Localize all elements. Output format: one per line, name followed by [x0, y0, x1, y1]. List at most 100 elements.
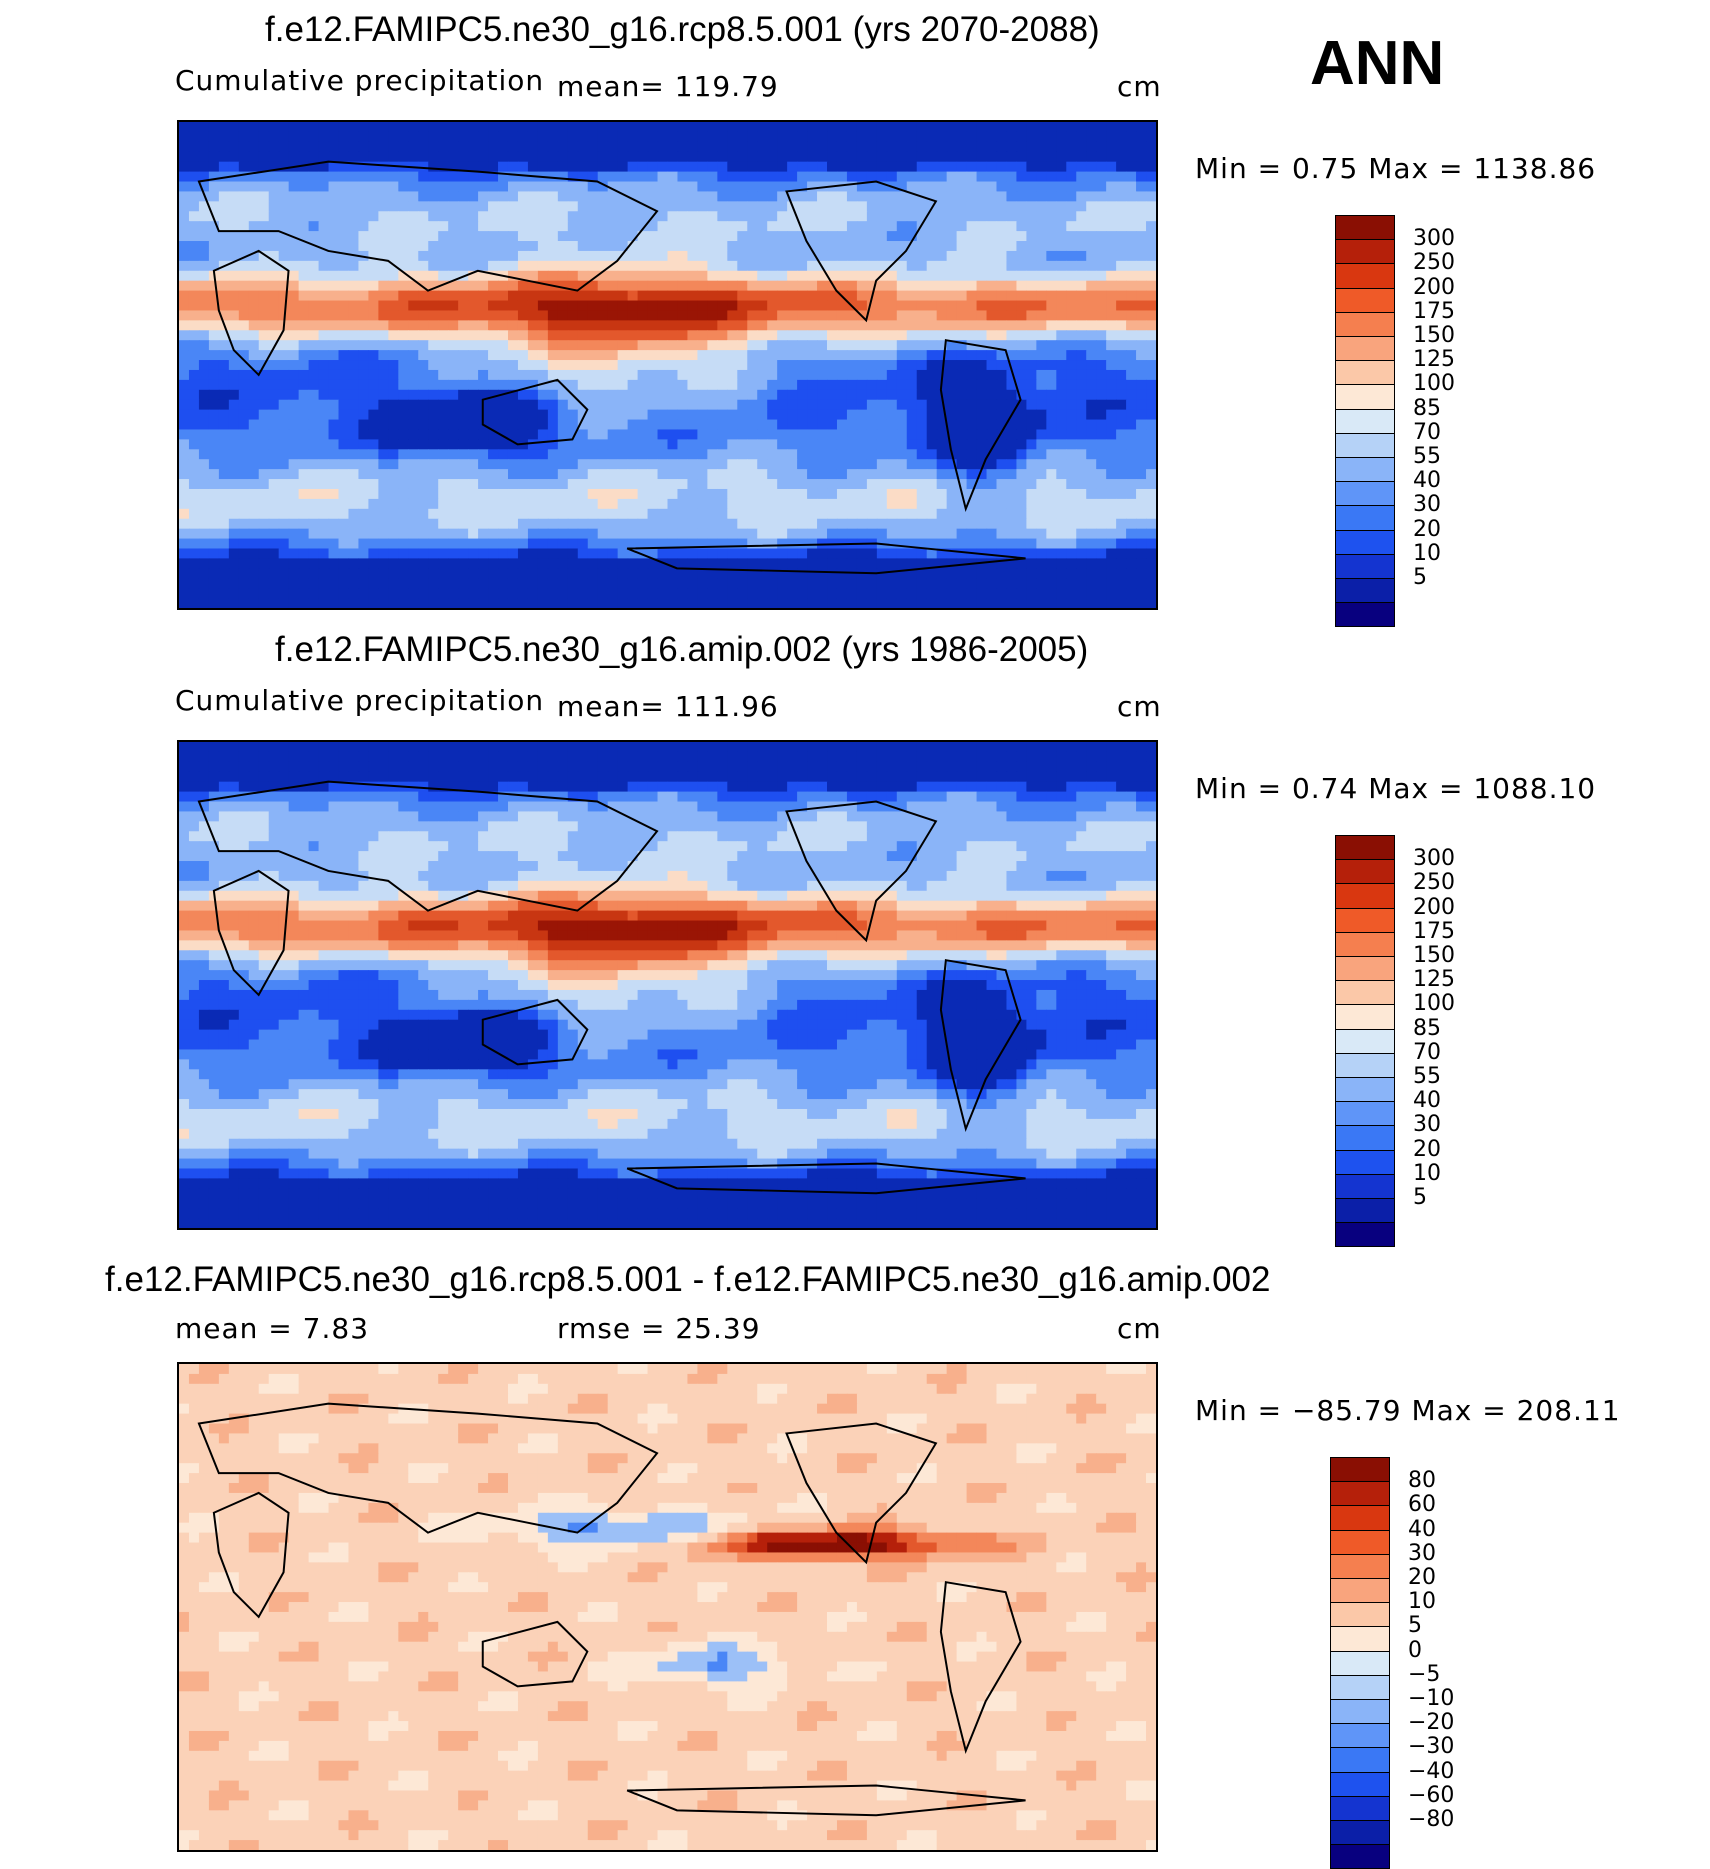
- map-cell: [528, 548, 539, 559]
- map-cell: [1106, 281, 1117, 292]
- map-cell: [1116, 261, 1127, 272]
- map-cell: [608, 529, 619, 540]
- map-cell: [1116, 191, 1127, 202]
- map-cell: [528, 519, 539, 530]
- map-cell: [478, 539, 489, 550]
- map-cell: [787, 291, 798, 302]
- map-cell: [937, 271, 948, 282]
- map-cell: [348, 410, 359, 421]
- map-cell: [618, 439, 629, 450]
- map-cell: [189, 211, 200, 222]
- map-cell: [1126, 261, 1137, 272]
- map-cell: [458, 578, 469, 589]
- map-cell: [1026, 271, 1037, 282]
- map-cell: [458, 400, 469, 411]
- map-cell: [438, 310, 449, 321]
- map-cell: [727, 221, 738, 232]
- map-cell: [309, 231, 320, 242]
- map-cell: [458, 142, 469, 153]
- map-cell: [1056, 241, 1067, 252]
- map-cell: [658, 588, 669, 599]
- map-cell: [757, 301, 768, 312]
- map-cell: [199, 459, 210, 470]
- map-cell: [1086, 370, 1097, 381]
- map-cell: [1136, 588, 1147, 599]
- map-cell: [608, 231, 619, 242]
- map-cell: [1136, 742, 1147, 753]
- map-cell: [418, 291, 429, 302]
- map-cell: [877, 281, 888, 292]
- map-cell: [1056, 598, 1067, 608]
- map-cell: [498, 182, 509, 193]
- map-cell: [608, 201, 619, 212]
- map-cell: [498, 400, 509, 411]
- map-cell: [697, 221, 708, 232]
- map-cell: [578, 191, 589, 202]
- map-cell: [977, 291, 988, 302]
- map-cell: [1006, 310, 1017, 321]
- map-cell: [428, 231, 439, 242]
- map-cell: [568, 191, 579, 202]
- map-cell: [917, 742, 928, 753]
- map-cell: [179, 370, 190, 381]
- map-cell: [648, 122, 659, 133]
- map-cell: [628, 271, 639, 282]
- map-cell: [448, 529, 459, 540]
- map-cell: [817, 519, 828, 530]
- map-cell: [339, 548, 350, 559]
- map-cell: [987, 459, 998, 470]
- map-cell: [1026, 598, 1037, 608]
- map-cell: [568, 310, 579, 321]
- map-cell: [697, 479, 708, 490]
- map-cell: [618, 350, 629, 361]
- map-cell: [677, 439, 688, 450]
- map-cell: [219, 400, 230, 411]
- map-cell: [618, 182, 629, 193]
- map-cell: [658, 370, 669, 381]
- map-cell: [847, 479, 858, 490]
- map-cell: [388, 251, 399, 262]
- map-cell: [518, 191, 529, 202]
- map-cell: [717, 499, 728, 510]
- map-cell: [1036, 340, 1047, 351]
- map-cell: [1106, 340, 1117, 351]
- map-cell: [707, 380, 718, 391]
- map-cell: [747, 191, 758, 202]
- map-cell: [1046, 479, 1057, 490]
- map-cell: [697, 281, 708, 292]
- map-cell: [837, 281, 848, 292]
- map-cell: [847, 410, 858, 421]
- map-cell: [578, 489, 589, 500]
- map-cell: [299, 752, 310, 763]
- map-cell: [957, 261, 968, 272]
- map-cell: [737, 211, 748, 222]
- map-cell: [977, 380, 988, 391]
- map-cell: [1146, 152, 1156, 163]
- map-cell: [209, 251, 220, 262]
- map-cell: [668, 380, 679, 391]
- map-cell: [398, 201, 409, 212]
- map-cell: [209, 281, 220, 292]
- map-cell: [468, 340, 479, 351]
- map-cell: [1046, 241, 1057, 252]
- map-cell: [199, 529, 210, 540]
- map-cell: [498, 598, 509, 608]
- map-cell: [339, 390, 350, 401]
- map-cell: [388, 231, 399, 242]
- map-cell: [1016, 320, 1027, 331]
- map-cell: [737, 499, 748, 510]
- map-cell: [279, 479, 290, 490]
- map-cell: [428, 330, 439, 341]
- map-cell: [1066, 400, 1077, 411]
- map-cell: [209, 330, 220, 341]
- map-cell: [907, 459, 918, 470]
- map-cell: [668, 271, 679, 282]
- map-cell: [388, 400, 399, 411]
- map-cell: [907, 548, 918, 559]
- map-cell: [927, 499, 938, 510]
- map-cell: [1036, 459, 1047, 470]
- map-cell: [837, 598, 848, 608]
- map-cell: [578, 251, 589, 262]
- map-cell: [548, 499, 559, 510]
- map-cell: [219, 499, 230, 510]
